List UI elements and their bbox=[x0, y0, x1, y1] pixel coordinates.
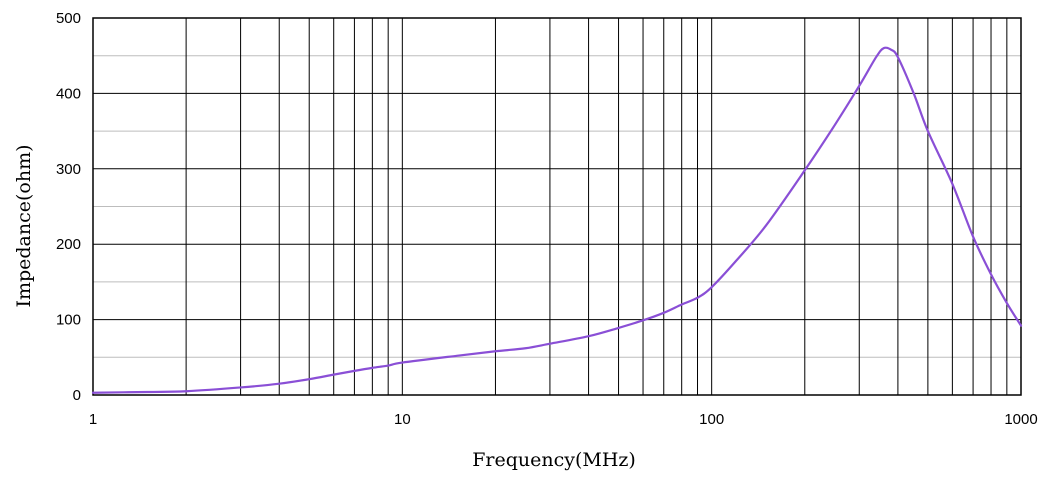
x-tick-labels: 1 10 100 1000 bbox=[89, 411, 1038, 428]
x-tick-label: 1 bbox=[89, 411, 97, 428]
plot-frame bbox=[92, 17, 1022, 396]
impedance-curve bbox=[91, 46, 1023, 394]
x-tick-label: 10 bbox=[394, 411, 411, 428]
y-tick-label: 100 bbox=[56, 312, 81, 329]
y-tick-labels: 0 100 200 300 400 500 bbox=[56, 10, 81, 404]
minor-gridlines bbox=[93, 55, 1021, 358]
series-layer bbox=[91, 46, 1023, 394]
y-axis-title: Impedance(ohm) bbox=[13, 144, 35, 307]
major-gridlines bbox=[93, 18, 1021, 395]
plot-border bbox=[92, 17, 1022, 396]
y-tick-label: 200 bbox=[56, 236, 81, 253]
y-tick-label: 0 bbox=[73, 387, 81, 404]
y-tick-label: 500 bbox=[56, 10, 81, 27]
y-tick-label: 300 bbox=[56, 161, 81, 178]
y-tick-label: 400 bbox=[56, 85, 81, 102]
x-tick-label: 100 bbox=[699, 411, 724, 428]
x-axis-title: Frequency(MHz) bbox=[472, 449, 636, 471]
x-tick-label: 1000 bbox=[1004, 411, 1037, 428]
